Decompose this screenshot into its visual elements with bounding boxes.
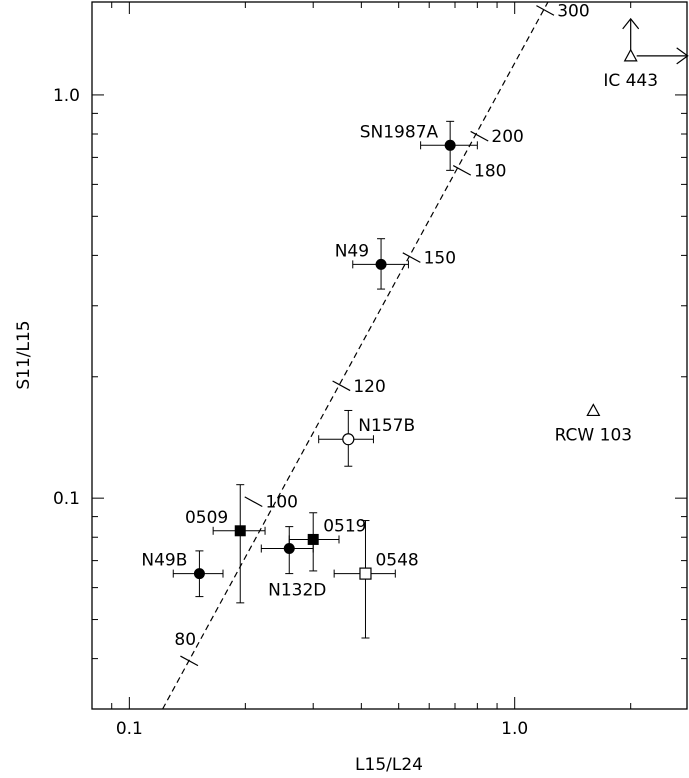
- limit-point: IC 443: [603, 17, 689, 91]
- right-arrow-head: [676, 47, 689, 65]
- filled-square-marker: [234, 525, 246, 537]
- data-point-label: SN1987A: [360, 122, 439, 142]
- limit-point-label: IC 443: [603, 71, 658, 91]
- temperature-tick-label: 300: [557, 1, 589, 21]
- x-axis-label: L15/L24: [355, 755, 423, 775]
- filled-circle-marker: [444, 139, 456, 151]
- open-square-marker: [359, 567, 372, 580]
- model-curve-dashed-line: [162, 1, 549, 710]
- limit-point: RCW 103: [555, 403, 633, 445]
- limit-point-label: RCW 103: [555, 425, 633, 445]
- data-point: N157B: [318, 409, 415, 467]
- data-point-label: N157B: [358, 416, 415, 436]
- open-triangle-marker: [586, 403, 601, 417]
- temperature-tick-label: 100: [266, 493, 298, 513]
- temperature-tick-label: 120: [353, 377, 385, 397]
- data-point: 0548: [333, 520, 419, 639]
- temperature-tick-label: 150: [424, 249, 456, 269]
- axis-tick-labels: 0.1 1.0 0.1 1.0: [53, 86, 528, 739]
- temperature-tick-mark: [402, 252, 421, 263]
- plot-frame: [91, 1, 688, 710]
- data-point-label: 0509: [185, 508, 228, 528]
- temperature-ticks: 80 100 120 150 180 200 300: [174, 1, 590, 667]
- temperature-tick-mark: [332, 380, 351, 392]
- y-axis-label: S11/L15: [14, 320, 34, 389]
- axis-ticks: [91, 2, 687, 710]
- x-tick-label: 1.0: [501, 719, 528, 739]
- temperature-tick-mark: [470, 130, 489, 142]
- data-point: N132D: [260, 526, 326, 601]
- data-point-label: N49B: [141, 551, 187, 571]
- y-tick-label: 0.1: [53, 489, 80, 509]
- up-arrow-head: [622, 17, 640, 30]
- data-points: SN1987A N49 N157B 0509 0519 N132D N49B 0548: [141, 120, 478, 639]
- temperature-tick-mark: [180, 655, 199, 667]
- filled-circle-marker: [193, 568, 205, 580]
- data-point-label: N49: [335, 241, 369, 261]
- temperature-tick-label: 80: [174, 630, 196, 650]
- data-point: N49B: [141, 550, 224, 598]
- lower-limit-points: IC 443 RCW 103: [555, 17, 689, 445]
- y-tick-label: 1.0: [53, 86, 80, 106]
- temperature-tick-mark: [244, 496, 263, 508]
- temperature-tick-label: 200: [491, 127, 523, 147]
- temperature-tick-mark: [536, 5, 555, 16]
- filled-square-marker: [307, 533, 319, 545]
- filled-circle-marker: [283, 543, 295, 555]
- temperature-tick-mark: [452, 165, 472, 176]
- data-point-label: 0548: [375, 551, 418, 571]
- data-point: 0509: [185, 484, 266, 604]
- data-point-label: N132D: [268, 581, 326, 601]
- data-point-label: 0519: [323, 516, 366, 536]
- temperature-tick-label: 180: [474, 161, 506, 181]
- data-point: SN1987A: [360, 120, 478, 171]
- x-tick-label: 0.1: [116, 719, 143, 739]
- data-point: 0519: [288, 512, 366, 572]
- open-circle-marker: [342, 433, 355, 446]
- filled-circle-marker: [375, 258, 387, 270]
- open-triangle-marker: [623, 48, 638, 62]
- data-point: N49: [335, 238, 409, 290]
